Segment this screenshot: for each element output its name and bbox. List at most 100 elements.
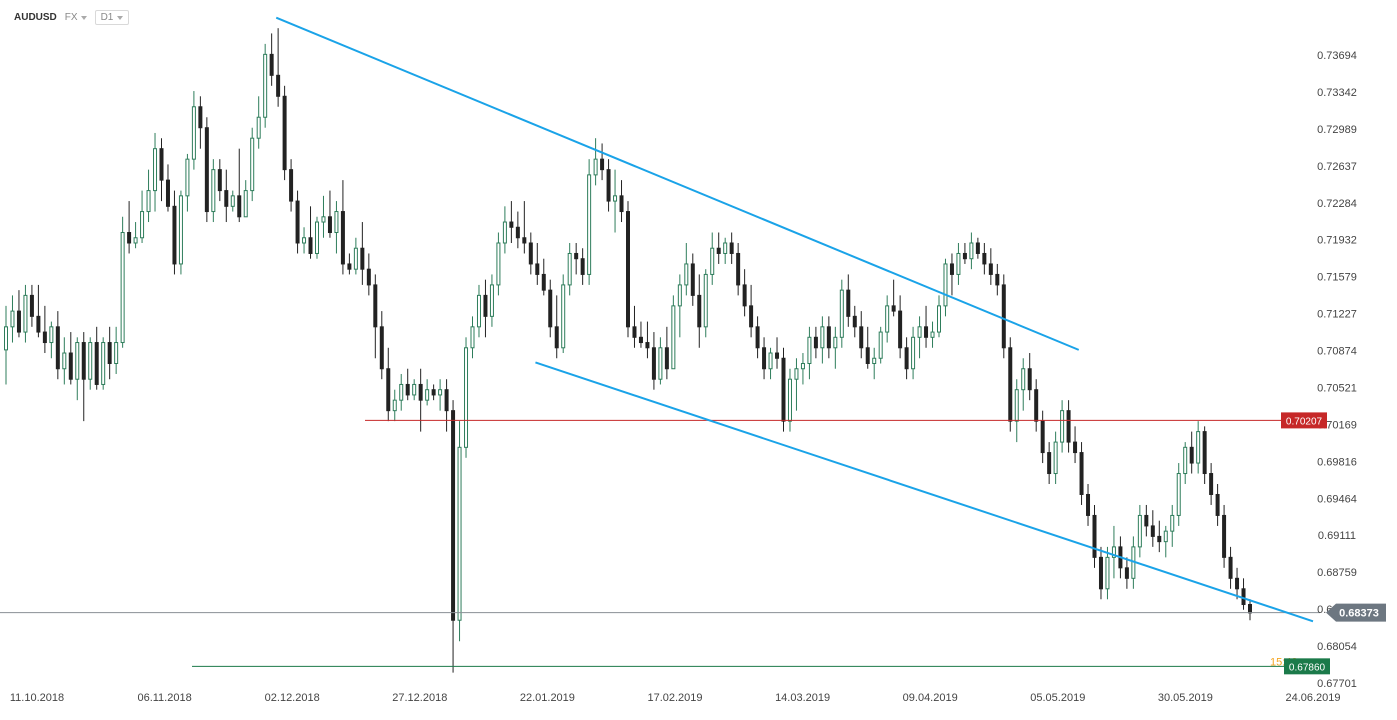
candle	[1040, 410, 1045, 464]
candle	[360, 222, 365, 285]
candle	[191, 91, 196, 170]
candle	[237, 148, 242, 223]
candle-body	[1157, 535, 1162, 543]
x-tick-label: 14.03.2019	[775, 692, 830, 704]
candle-body	[839, 289, 844, 338]
candle	[606, 159, 611, 212]
candle	[690, 253, 695, 306]
candle	[710, 232, 715, 285]
candle	[250, 127, 255, 202]
candle-body	[541, 273, 546, 291]
candle-body	[658, 347, 663, 380]
candle-body	[943, 263, 948, 307]
candle-body	[651, 347, 656, 380]
candle	[658, 337, 663, 385]
candle-body	[42, 331, 47, 344]
candle-body	[315, 221, 319, 254]
candle	[94, 326, 99, 390]
candle-body	[690, 263, 695, 296]
candle	[1073, 426, 1078, 464]
candle-body	[1189, 446, 1194, 464]
candle	[898, 295, 903, 359]
candle	[438, 379, 443, 411]
candle	[1053, 431, 1058, 485]
candle	[956, 242, 961, 285]
candle-body	[496, 242, 501, 286]
candle	[16, 290, 21, 338]
candle-body	[768, 352, 773, 370]
candle	[340, 180, 345, 275]
candle-body	[412, 383, 417, 396]
candle	[327, 190, 332, 238]
candle-body	[1092, 514, 1097, 558]
candle	[315, 216, 319, 259]
candle-body	[502, 221, 507, 244]
candle	[282, 85, 287, 181]
candle-body	[1021, 368, 1026, 391]
candle-body	[464, 347, 469, 448]
candle-body	[49, 326, 54, 344]
candle	[839, 279, 844, 348]
candle-body	[29, 294, 34, 317]
candle	[489, 274, 494, 327]
candle-body	[787, 378, 792, 422]
candle	[794, 358, 799, 411]
candle-body	[1228, 556, 1233, 579]
candle-body	[865, 347, 870, 364]
candle	[29, 284, 34, 327]
candle	[664, 326, 669, 380]
candle	[55, 311, 60, 380]
y-tick-label: 0.72637	[1317, 161, 1357, 173]
candle-body	[1235, 577, 1240, 590]
candle-body	[937, 305, 941, 333]
candle	[204, 117, 209, 223]
candle	[198, 96, 203, 149]
candle-body	[146, 190, 151, 213]
candle-body	[4, 326, 8, 351]
candle	[826, 316, 831, 359]
candle-body	[878, 331, 883, 359]
candle	[62, 337, 67, 385]
candle	[334, 201, 339, 254]
candle-body	[295, 200, 300, 244]
candle-body	[198, 106, 203, 129]
candle	[917, 316, 922, 359]
candle-body	[1163, 530, 1168, 543]
candle	[243, 180, 248, 218]
drawings-layer[interactable]	[0, 16, 1320, 667]
candle-body	[68, 352, 73, 380]
market-dropdown[interactable]: FX	[65, 12, 87, 23]
price-axis[interactable]: 0.73694 0.73342 0.72989 0.72637 0.72284 0.719…	[1317, 50, 1357, 690]
channel-upper-line[interactable]	[275, 16, 1080, 351]
candle	[554, 295, 559, 359]
candle	[75, 337, 80, 401]
candle	[768, 347, 773, 380]
candle	[347, 253, 352, 275]
channel-lower-line[interactable]	[535, 361, 1314, 623]
y-tick-label: 0.71932	[1317, 235, 1357, 247]
candle-body	[924, 326, 929, 338]
candle	[626, 201, 630, 338]
candle-body	[289, 169, 294, 202]
candle	[133, 222, 138, 249]
time-axis[interactable]: 11.10.2018 06.11.2018 02.12.2018 27.12.2018…	[10, 692, 1341, 704]
candle-body	[995, 273, 1000, 286]
resistance-price-tag	[1281, 412, 1327, 429]
candle	[88, 337, 93, 390]
candle	[580, 248, 585, 285]
candle-body	[353, 247, 358, 270]
candle-body	[587, 174, 592, 275]
candle-body	[55, 326, 60, 370]
y-tick-label: 0.69464	[1317, 493, 1357, 505]
candle-body	[425, 389, 430, 401]
candle	[172, 190, 177, 275]
x-tick-label: 17.02.2019	[647, 692, 702, 704]
candle	[114, 326, 119, 374]
candle	[697, 274, 702, 348]
candle	[399, 373, 404, 411]
candle-body	[820, 326, 825, 349]
candle	[982, 242, 987, 275]
timeframe-dropdown[interactable]: D1	[94, 10, 130, 25]
